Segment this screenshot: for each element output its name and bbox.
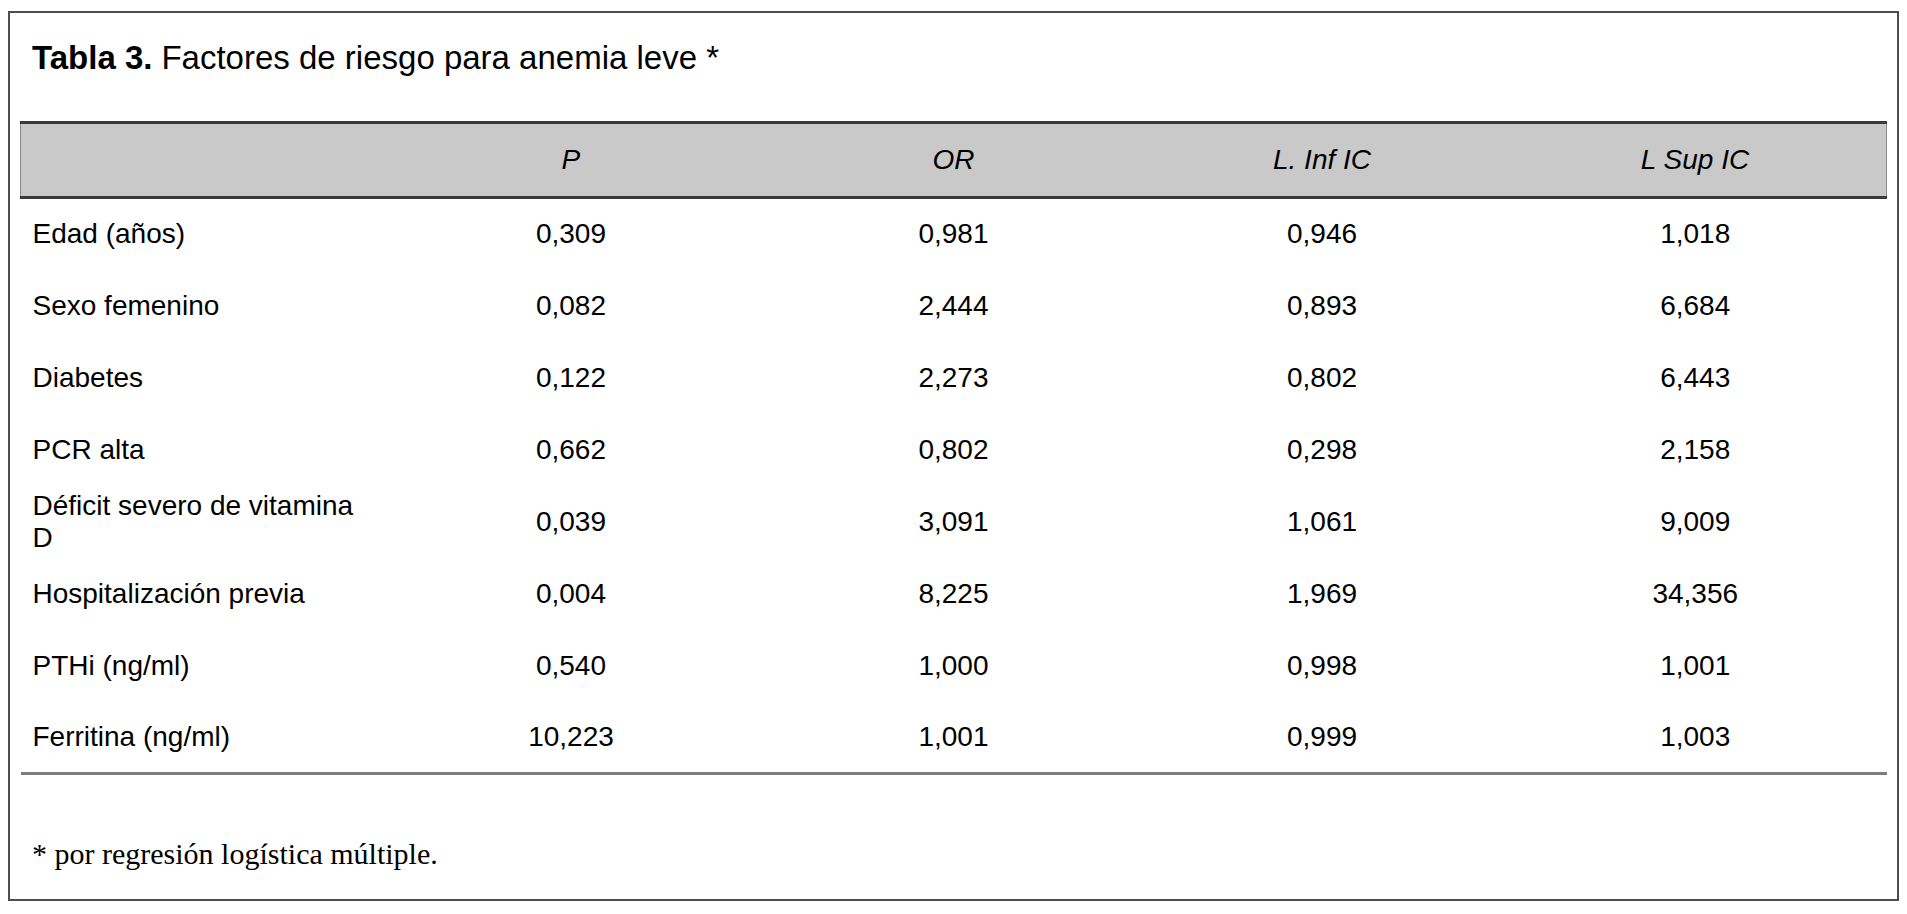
table-row: Sexo femenino 0,082 2,444 0,893 6,684 xyxy=(21,270,1887,342)
header-or: OR xyxy=(767,123,1140,198)
header-row: P OR L. Inf IC L Sup IC xyxy=(21,123,1887,198)
row-label: Sexo femenino xyxy=(21,270,376,342)
table-row: Déficit severo de vitamina D 0,039 3,091… xyxy=(21,486,1887,558)
table-row: PCR alta 0,662 0,802 0,298 2,158 xyxy=(21,414,1887,486)
table-row: Hospitalización previa 0,004 8,225 1,969… xyxy=(21,558,1887,630)
p-value-cell: 0,039 xyxy=(375,486,767,558)
or-cell: 0,981 xyxy=(767,198,1140,270)
p-value-cell: 0,082 xyxy=(375,270,767,342)
row-label: Déficit severo de vitamina D xyxy=(21,486,376,558)
l-inf-ic-cell: 1,061 xyxy=(1140,486,1504,558)
l-inf-ic-cell: 0,802 xyxy=(1140,342,1504,414)
p-value-cell: 0,004 xyxy=(375,558,767,630)
table-row: Edad (años) 0,309 0,981 0,946 1,018 xyxy=(21,198,1887,270)
table-row: Diabetes 0,122 2,273 0,802 6,443 xyxy=(21,342,1887,414)
risk-factors-table-wrap: P OR L. Inf IC L Sup IC Edad (años) 0,30… xyxy=(20,121,1887,775)
row-label: PCR alta xyxy=(21,414,376,486)
or-cell: 2,444 xyxy=(767,270,1140,342)
p-value-cell: 0,540 xyxy=(375,630,767,702)
or-cell: 3,091 xyxy=(767,486,1140,558)
header-p: P xyxy=(375,123,767,198)
header-l-inf-ic: L. Inf IC xyxy=(1140,123,1504,198)
l-sup-ic-cell: 1,001 xyxy=(1504,630,1887,702)
l-inf-ic-cell: 0,946 xyxy=(1140,198,1504,270)
l-sup-ic-cell: 34,356 xyxy=(1504,558,1887,630)
l-sup-ic-cell: 2,158 xyxy=(1504,414,1887,486)
l-inf-ic-cell: 1,969 xyxy=(1140,558,1504,630)
p-value-cell: 0,122 xyxy=(375,342,767,414)
l-sup-ic-cell: 1,003 xyxy=(1504,702,1887,774)
l-sup-ic-cell: 9,009 xyxy=(1504,486,1887,558)
table-caption: Factores de riesgo para anemia leve * xyxy=(161,39,719,76)
table-card: Tabla 3.Factores de riesgo para anemia l… xyxy=(8,11,1899,901)
table-number: Tabla 3. xyxy=(32,39,152,76)
header-l-sup-ic: L Sup IC xyxy=(1504,123,1887,198)
or-cell: 8,225 xyxy=(767,558,1140,630)
row-label: Ferritina (ng/ml) xyxy=(21,702,376,774)
l-sup-ic-cell: 6,684 xyxy=(1504,270,1887,342)
risk-factors-table: P OR L. Inf IC L Sup IC Edad (años) 0,30… xyxy=(20,121,1887,775)
table-title: Tabla 3.Factores de riesgo para anemia l… xyxy=(10,13,1897,121)
row-label: Edad (años) xyxy=(21,198,376,270)
l-sup-ic-cell: 1,018 xyxy=(1504,198,1887,270)
l-inf-ic-cell: 0,998 xyxy=(1140,630,1504,702)
header-empty xyxy=(21,123,376,198)
or-cell: 0,802 xyxy=(767,414,1140,486)
or-cell: 1,000 xyxy=(767,630,1140,702)
l-inf-ic-cell: 0,298 xyxy=(1140,414,1504,486)
l-inf-ic-cell: 0,999 xyxy=(1140,702,1504,774)
l-inf-ic-cell: 0,893 xyxy=(1140,270,1504,342)
table-footnote: * por regresión logística múltiple. xyxy=(10,775,1897,871)
table-row: PTHi (ng/ml) 0,540 1,000 0,998 1,001 xyxy=(21,630,1887,702)
l-sup-ic-cell: 6,443 xyxy=(1504,342,1887,414)
p-value-cell: 0,662 xyxy=(375,414,767,486)
p-value-cell: 10,223 xyxy=(375,702,767,774)
or-cell: 1,001 xyxy=(767,702,1140,774)
p-value-cell: 0,309 xyxy=(375,198,767,270)
row-label: PTHi (ng/ml) xyxy=(21,630,376,702)
table-row: Ferritina (ng/ml) 10,223 1,001 0,999 1,0… xyxy=(21,702,1887,774)
or-cell: 2,273 xyxy=(767,342,1140,414)
row-label: Hospitalización previa xyxy=(21,558,376,630)
row-label: Diabetes xyxy=(21,342,376,414)
